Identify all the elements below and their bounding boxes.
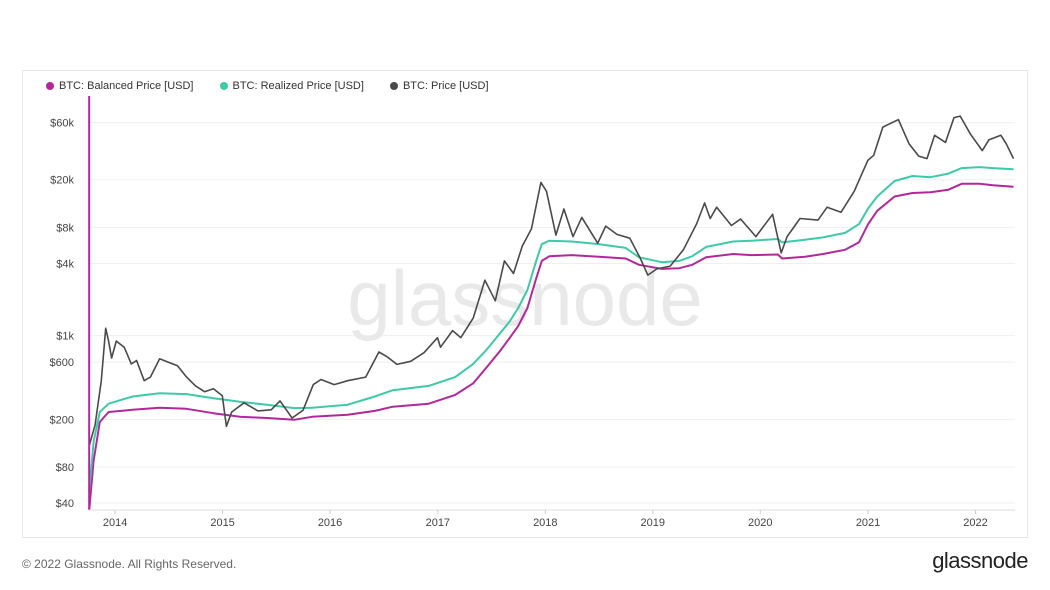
legend-dot-balanced-price xyxy=(46,82,54,90)
x-tick-label: 2020 xyxy=(748,517,772,529)
y-axis: $40 $80 $200 $600 $1k $4k $8k $20k $60k xyxy=(50,118,75,510)
x-tick-label: 2016 xyxy=(318,517,342,529)
legend-label-price: BTC: Price [USD] xyxy=(402,80,489,92)
y-tick-label: $80 xyxy=(56,462,74,474)
y-tick-label: $4k xyxy=(56,258,74,270)
legend-dot-realized-price xyxy=(219,82,228,90)
x-tick-label: 2018 xyxy=(533,517,557,529)
legend-item-price[interactable]: BTC: Price [USD] xyxy=(389,80,489,92)
realized-price-line xyxy=(88,166,1014,492)
y-tick-label: $1k xyxy=(56,331,74,343)
footer-logo: glassnode xyxy=(932,548,1028,573)
x-tick-label: 2022 xyxy=(963,517,987,529)
y-tick-label: $40 xyxy=(56,498,74,510)
x-tick-label: 2019 xyxy=(641,517,665,529)
x-tick-label: 2014 xyxy=(103,517,127,529)
x-tick-label: 2017 xyxy=(426,517,450,529)
x-tick-label: 2021 xyxy=(856,517,880,529)
x-axis: 2014 2015 2016 2017 2018 2019 2020 2021 2022 xyxy=(88,509,1015,529)
price-line xyxy=(88,115,1015,447)
y-tick-label: $8k xyxy=(56,222,74,234)
legend-label-balanced-price: BTC: Balanced Price [USD] xyxy=(59,80,194,92)
chart-card xyxy=(22,70,1028,538)
y-tick-label: $20k xyxy=(50,175,74,187)
chart-legend: BTC: Balanced Price [USD] BTC: Realized … xyxy=(46,80,489,92)
series-layer xyxy=(88,96,1015,511)
balanced-price-line xyxy=(88,182,1014,511)
legend-item-realized-price[interactable]: BTC: Realized Price [USD] xyxy=(219,80,364,92)
legend-label-realized-price: BTC: Realized Price [USD] xyxy=(232,80,364,92)
grid-layer xyxy=(88,122,1015,504)
legend-item-balanced-price[interactable]: BTC: Balanced Price [USD] xyxy=(46,80,194,92)
watermark-text: glassnode xyxy=(347,254,703,342)
y-tick-label: $600 xyxy=(50,357,74,369)
y-tick-label: $60k xyxy=(50,118,74,130)
x-tick-label: 2015 xyxy=(210,517,234,529)
legend-dot-price xyxy=(389,82,398,90)
y-tick-label: $200 xyxy=(50,414,74,426)
footer-copyright: © 2022 Glassnode. All Rights Reserved. xyxy=(22,557,237,571)
